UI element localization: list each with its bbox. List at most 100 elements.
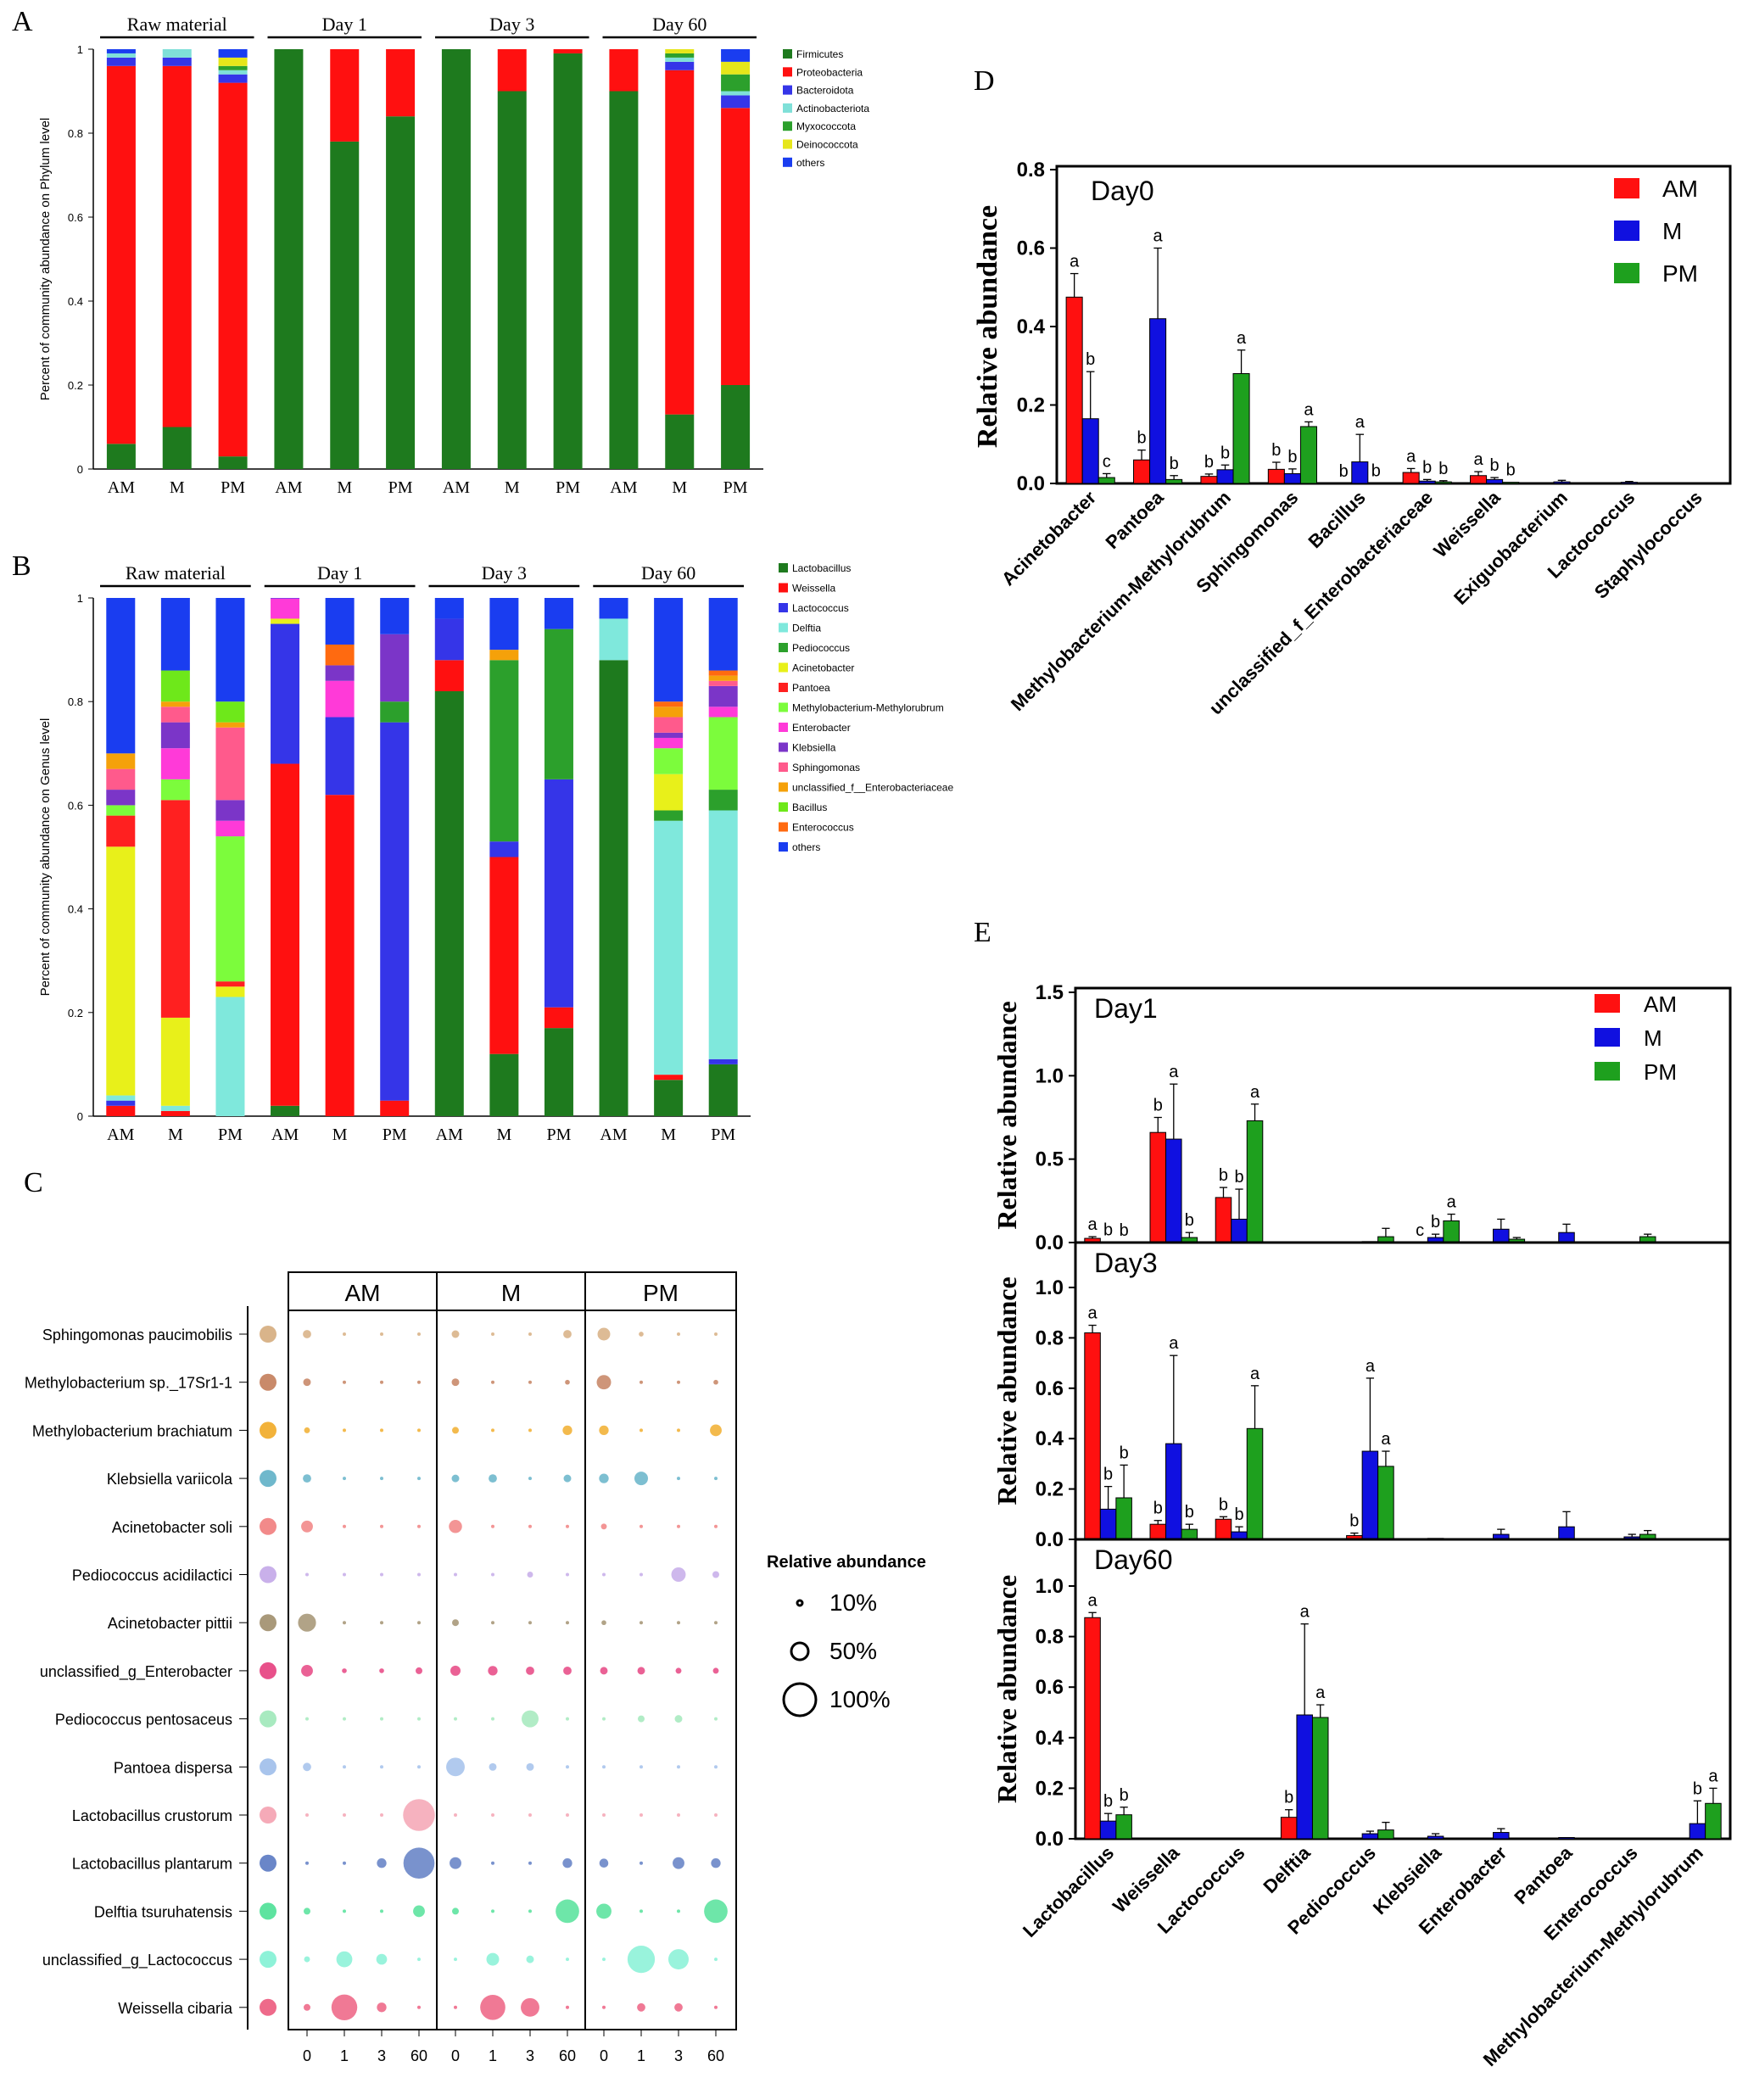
- x-tick-label: AM: [271, 1125, 299, 1144]
- bar-segment-lactobacillus: [435, 691, 464, 1116]
- significance-letter: b: [1219, 1166, 1228, 1185]
- legend-swatch-unclassified-f-enterobacteriaceae: [779, 783, 788, 792]
- bubble-point: [566, 1621, 569, 1624]
- legend-label-lactococcus: Lactococcus: [792, 602, 849, 614]
- x-tick-label: 60: [411, 2047, 427, 2064]
- bubble-point: [489, 1474, 497, 1483]
- legend-bubble-label: 50%: [829, 1638, 877, 1664]
- significance-letter: b: [1103, 1221, 1113, 1240]
- x-tick-label: M: [661, 1125, 676, 1144]
- bubble-point: [714, 1525, 718, 1528]
- x-tick-label: M: [672, 478, 687, 497]
- significance-letter: a: [1070, 253, 1080, 271]
- bar-segment-others: [435, 598, 464, 618]
- group-label: Day 3: [482, 562, 527, 584]
- bar-segment-weissella: [271, 764, 299, 1106]
- significance-letter: a: [1250, 1365, 1260, 1383]
- bar-segment-bacteroidota: [721, 95, 750, 108]
- significance-letter: a: [1088, 1591, 1098, 1610]
- bubble-point: [526, 1667, 534, 1675]
- bubble-point: [556, 1900, 579, 1924]
- bar-pm: [1378, 1830, 1394, 1839]
- y-tick-label: 0.2: [1036, 1478, 1064, 1501]
- bar-pm: [1300, 427, 1316, 483]
- significance-letter: a: [1237, 329, 1247, 348]
- significance-letter: b: [1490, 456, 1500, 475]
- bubble-point: [639, 1332, 644, 1337]
- species-label: Pediococcus acidilactici: [72, 1567, 232, 1584]
- legend-swatch-enterobacter: [779, 723, 788, 732]
- bubble-point: [565, 1380, 570, 1385]
- bubble-point: [714, 1765, 718, 1768]
- bubble-point: [640, 1573, 643, 1577]
- chart-title: Day0: [1091, 176, 1154, 206]
- bar-segment-klebsiella: [161, 723, 190, 749]
- species-label: Weissella cibaria: [118, 2000, 233, 2017]
- bubble-point: [563, 1667, 572, 1675]
- bubble-point: [602, 1958, 606, 1961]
- legend-label-proteobacteria: Proteobacteria: [796, 66, 863, 78]
- bar-m: [1690, 1824, 1706, 1839]
- legend-swatch-m: [1595, 1028, 1620, 1047]
- bubble-point: [416, 1667, 422, 1674]
- bubble-point: [417, 1621, 421, 1624]
- y-axis-title: Relative abundance: [991, 1001, 1022, 1229]
- bar-segment-pantoea: [161, 800, 190, 1018]
- bubble-point: [450, 1666, 461, 1676]
- group-label: Day 60: [652, 14, 707, 35]
- legend-swatch-m: [1614, 221, 1639, 241]
- bubble-point: [343, 1573, 346, 1577]
- bubble-point: [480, 1995, 505, 2020]
- significance-letter: a: [1366, 1357, 1376, 1376]
- legend-bubble-label: 100%: [829, 1686, 891, 1712]
- x-tick-label: M: [170, 478, 185, 497]
- bar-pm: [1116, 1498, 1132, 1539]
- bar-m: [1487, 479, 1503, 483]
- bubble-point: [638, 1716, 645, 1723]
- bubble-point: [380, 1573, 383, 1577]
- x-tick-label: 0: [303, 2047, 311, 2064]
- species-label: Acinetobacter pittii: [108, 1615, 232, 1632]
- bubble-point: [596, 1903, 612, 1918]
- legend-swatch-delftia: [779, 623, 788, 633]
- bubble-point: [713, 1667, 719, 1673]
- bar-m: [1166, 1838, 1182, 1839]
- bubble-point: [304, 1957, 310, 1963]
- significance-letter: b: [1103, 1792, 1113, 1811]
- bar-segment-delftia: [709, 811, 738, 1059]
- bubble-point: [452, 1427, 459, 1433]
- bubble-point: [602, 2006, 606, 2009]
- bubble-point: [380, 1381, 383, 1384]
- bubble-point: [599, 1473, 608, 1483]
- bar-segment-delftia: [600, 618, 628, 660]
- bar-segment-lactococcus: [435, 618, 464, 660]
- bubble-point: [628, 1946, 655, 1973]
- bubble-point: [380, 1621, 383, 1624]
- bubble-point: [413, 1905, 425, 1917]
- bar-segment-firmicutes: [274, 49, 303, 469]
- bubble-point: [602, 1765, 606, 1768]
- y-tick-label: 0.2: [1017, 394, 1045, 417]
- bubble-point: [417, 1381, 421, 1384]
- legend-swatch-pediococcus: [779, 643, 788, 652]
- bar-segment-delftia: [654, 821, 683, 1075]
- bubble-point: [303, 1330, 311, 1338]
- y-tick-label: 0.6: [1017, 237, 1045, 260]
- y-tick-label: 0.4: [68, 295, 83, 308]
- bar-m: [1232, 1219, 1248, 1243]
- significance-letter: a: [1088, 1304, 1098, 1323]
- bar-segment-lactococcus: [271, 624, 299, 764]
- bar-segment-firmicutes: [107, 444, 136, 469]
- bar-segment-lactobacillus: [600, 660, 628, 1116]
- legend-label-pm: PM: [1644, 1059, 1677, 1085]
- legend-label-deinococcota: Deinococcota: [796, 139, 858, 151]
- species-label: Klebsiella variicola: [107, 1471, 233, 1488]
- legend-bubble: [791, 1643, 808, 1660]
- x-tick-label: 1: [637, 2047, 645, 2064]
- bar-am: [1150, 1524, 1166, 1539]
- legend-swatch-myxococcota: [783, 121, 792, 131]
- y-tick-label: 0.8: [68, 127, 83, 140]
- species-label: Pediococcus pentosaceus: [55, 1712, 232, 1729]
- bar-segment-unclassified-f-enterobacteriaceae: [654, 707, 683, 717]
- y-tick-label: 0.2: [1036, 1777, 1064, 1800]
